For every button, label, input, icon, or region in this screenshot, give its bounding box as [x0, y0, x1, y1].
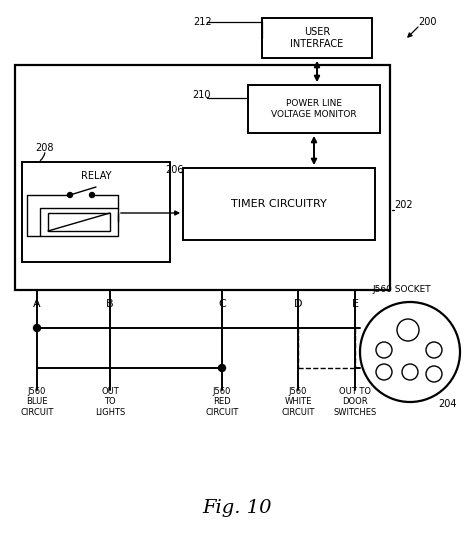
Bar — [262, 18, 372, 58]
Text: A: A — [33, 299, 41, 309]
Bar — [22, 162, 170, 262]
Text: 200: 200 — [418, 17, 437, 27]
Text: 208: 208 — [35, 143, 54, 153]
Circle shape — [426, 366, 442, 382]
Text: J560
WHITE
CIRCUIT: J560 WHITE CIRCUIT — [281, 387, 315, 417]
Bar — [40, 208, 118, 236]
Circle shape — [376, 364, 392, 380]
Text: D: D — [294, 299, 302, 309]
Circle shape — [360, 302, 460, 402]
Text: 206: 206 — [165, 165, 183, 175]
Text: POWER LINE
VOLTAGE MONITOR: POWER LINE VOLTAGE MONITOR — [271, 100, 357, 118]
Text: 210: 210 — [192, 90, 210, 100]
Circle shape — [90, 193, 94, 197]
Text: RELAY: RELAY — [81, 171, 111, 181]
Text: C: C — [218, 299, 226, 309]
Text: Fig. 10: Fig. 10 — [202, 499, 272, 517]
Bar — [15, 65, 390, 290]
Bar — [248, 85, 380, 133]
Circle shape — [376, 342, 392, 358]
Text: 212: 212 — [193, 17, 211, 27]
Text: J560
RED
CIRCUIT: J560 RED CIRCUIT — [205, 387, 239, 417]
Circle shape — [219, 365, 226, 372]
Text: J560
BLUE
CIRCUIT: J560 BLUE CIRCUIT — [20, 387, 54, 417]
Text: OUT TO
DOOR
SWITCHES: OUT TO DOOR SWITCHES — [333, 387, 377, 417]
Bar — [48, 213, 110, 231]
Circle shape — [426, 342, 442, 358]
Text: B: B — [106, 299, 114, 309]
Text: USER
INTERFACE: USER INTERFACE — [291, 27, 344, 49]
Text: J560 SOCKET: J560 SOCKET — [373, 286, 431, 294]
Text: OUT
TO
LIGHTS: OUT TO LIGHTS — [95, 387, 125, 417]
Circle shape — [402, 364, 418, 380]
Bar — [183, 168, 375, 240]
Circle shape — [34, 325, 40, 332]
Circle shape — [67, 193, 73, 197]
Text: 202: 202 — [394, 200, 413, 210]
Text: TIMER CIRCUITRY: TIMER CIRCUITRY — [231, 199, 327, 209]
Text: E: E — [352, 299, 358, 309]
Circle shape — [397, 319, 419, 341]
Text: 204: 204 — [438, 399, 456, 409]
